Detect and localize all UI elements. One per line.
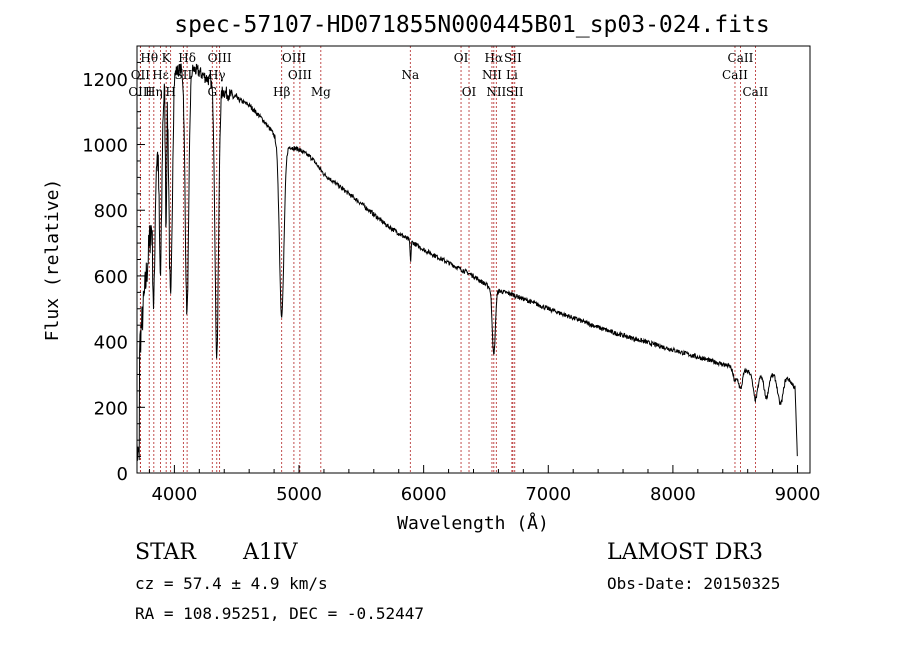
x-tick-label: 4000 [151,484,197,505]
line-marker-label: Na [401,68,419,82]
spectral-class: A1IV [243,540,298,565]
line-marker-label: OIII [288,68,312,82]
line-marker-label: OIII [282,51,306,65]
coordinates: RA = 108.95251, DEC = -0.52447 [135,604,424,623]
line-marker-label: NII [486,85,506,99]
x-tick-label: 7000 [525,484,571,505]
line-marker-label: NII [482,68,502,82]
survey-name: LAMOST DR3 [607,540,763,565]
x-axis-label: Wavelength (Å) [397,512,549,534]
line-marker-label: Hθ [140,51,158,65]
line-marker-label: SII [504,51,522,65]
object-type: STAR [135,540,196,565]
y-tick-label: 1200 [82,70,128,91]
line-marker-label: OIII [128,85,152,99]
y-tick-label: 800 [94,201,128,222]
line-marker-label: OI [454,51,469,65]
y-tick-label: 1000 [82,136,128,157]
line-marker-label: Hδ [178,51,196,65]
y-tick-label: 400 [94,333,128,354]
cz-value: cz = 57.4 ± 4.9 km/s [135,574,328,593]
line-marker-label: OI [462,85,477,99]
y-tick-label: 600 [94,267,128,288]
chart-title: spec-57107-HD071855N000445B01_sp03-024.f… [174,12,769,38]
line-marker-label: Hε [152,68,169,82]
line-marker-label: CaII [742,85,768,99]
line-marker-label: OIII [208,51,232,65]
line-marker-label: Mg [311,85,331,99]
line-marker-label: Hα [485,51,504,65]
line-marker-label: K [162,51,172,65]
spectrum-line [136,63,798,461]
obs-date: Obs-Date: 20150325 [607,574,781,593]
line-marker-label: SII [506,85,524,99]
line-marker-label: Li [506,68,518,82]
y-tick-label: 0 [117,464,128,485]
y-axis-label: Flux (relative) [42,179,63,342]
x-tick-label: 6000 [401,484,447,505]
line-marker-label: Hβ [273,85,290,99]
plot-frame [136,45,811,474]
line-marker-label: Hη [145,85,163,99]
x-tick-label: 8000 [650,484,696,505]
y-tick-label: 200 [94,398,128,419]
x-axis: 4000 5000 6000 7000 8000 9000 [148,465,821,505]
y-axis: 0 200 400 600 800 1000 1200 [82,61,145,485]
x-tick-label: 9000 [775,484,821,505]
x-tick-label: 5000 [276,484,322,505]
line-marker-label: CaII [728,51,754,65]
line-marker-label: H [165,85,175,99]
line-marker-label: CaII [722,68,748,82]
